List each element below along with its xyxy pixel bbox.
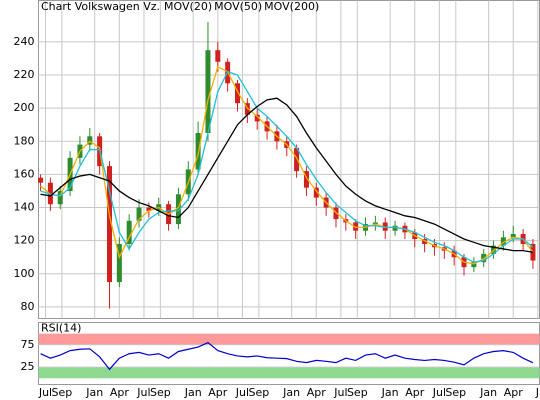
candle-body [235,83,241,104]
legend-entry: MOV(20) [164,0,212,13]
y-tick-label: 240 [14,35,35,48]
rsi-band [38,367,540,379]
x-tick-label: Sep [52,386,73,399]
x-tick-label: Sep [347,386,368,399]
rsi-line [40,341,534,371]
y-tick-label: 25 [21,360,35,373]
legend-entry: MOV(50) [214,0,262,13]
candle-body [38,177,44,183]
y-tick-label: 160 [14,167,35,180]
legend-entry: MOV(200) [264,0,319,13]
candle-body [294,147,300,172]
y-tick-label: 100 [14,267,35,280]
x-tick-label: Jul [432,386,446,399]
y-tick-label: 200 [14,101,35,114]
candle-body [106,166,112,283]
candle-body [205,50,211,133]
x-tick-label: Jul [235,386,249,399]
candle-body [382,222,388,231]
y-tick-label: 220 [14,68,35,81]
x-tick-label: J [535,386,539,399]
x-tick-label: Apr [504,386,524,399]
candle-body [87,136,93,145]
x-tick-label: Jan [479,386,497,399]
y-tick-label: 80 [21,300,35,313]
x-tick-label: Sep [445,386,466,399]
y-tick-label: 75 [21,338,35,351]
candle-body [254,114,260,122]
x-tick-label: Jan [184,386,202,399]
x-tick-label: Jul [136,386,150,399]
x-tick-label: Jul [333,386,347,399]
moving-average [40,70,534,263]
candle-body [372,222,378,225]
chart-title: Chart Volkswagen Vz. [41,0,160,13]
x-tick-label: Jan [282,386,300,399]
candle-body [500,237,506,246]
candle-body [392,225,398,231]
candle-body [57,190,63,205]
candle-body [116,243,122,283]
y-tick-label: 140 [14,201,35,214]
candle-body [471,262,477,268]
x-tick-label: Apr [405,386,425,399]
y-tick-label: 120 [14,234,35,247]
candle-body [215,50,221,62]
x-tick-label: Apr [110,386,130,399]
candle-body [353,222,359,231]
y-tick-label: 180 [14,134,35,147]
x-tick-label: Apr [208,386,228,399]
x-tick-label: Jan [381,386,399,399]
candle-body [126,220,132,244]
candle-body [303,171,309,188]
x-tick-label: Sep [150,386,171,399]
candle-body [175,194,181,225]
moving-average [40,97,534,253]
candle-body [313,187,319,198]
candle-body [136,207,142,221]
rsi-band [38,333,540,345]
candle-body [422,239,428,244]
candle-body [510,234,516,238]
x-tick-label: Apr [307,386,327,399]
x-tick-label: Jul [38,386,52,399]
x-tick-label: Jan [85,386,103,399]
x-tick-label: Sep [248,386,269,399]
candle-body [146,207,152,211]
panel-title: RSI(14) [41,322,81,335]
moving-average [40,65,534,265]
